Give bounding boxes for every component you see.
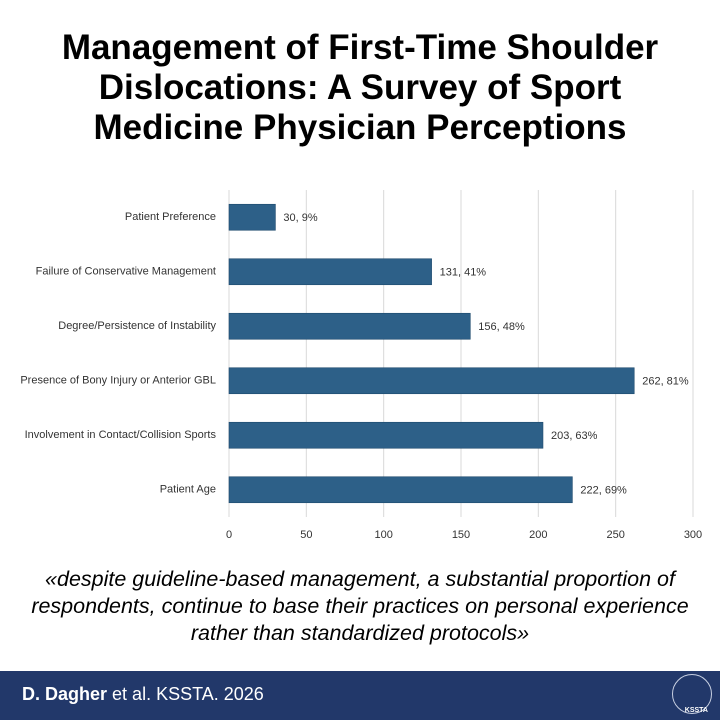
author: D. Dagher: [22, 684, 108, 704]
x-tick-label: 200: [529, 529, 547, 541]
bar: [228, 476, 573, 504]
bar: [228, 203, 276, 231]
value-label: 156, 48%: [478, 321, 525, 333]
y-tick-label: Involvement in Contact/Collision Sports: [25, 429, 217, 441]
y-tick-label: Patient Preference: [125, 211, 216, 223]
y-tick-label: Patient Age: [160, 484, 216, 496]
value-label: 203, 63%: [551, 430, 598, 442]
x-tick-label: 100: [374, 529, 392, 541]
x-tick-label: 50: [300, 529, 312, 541]
bar: [228, 312, 471, 340]
x-tick-label: 150: [452, 529, 470, 541]
bar: [228, 367, 635, 395]
chart: 0 50 100 150 200 250 300 Patient Preference 30, …: [20, 190, 702, 541]
logo-text: KSSTA: [684, 707, 708, 714]
value-label: 222, 69%: [580, 485, 627, 497]
y-tick-label: Failure of Conservative Management: [36, 266, 216, 278]
logo: [672, 674, 712, 714]
citation: D. Dagher et al. KSSTA. 2026: [22, 684, 264, 705]
citation-text: et al. KSSTA. 2026: [112, 684, 264, 704]
x-tick-label: 0: [226, 529, 232, 541]
bar: [228, 421, 544, 449]
title: Management of First-Time Shoulder Disloc…: [61, 28, 659, 147]
value-label: 131, 41%: [440, 267, 487, 279]
bar: [228, 258, 432, 286]
quote: «despite guideline-based management, a s…: [31, 567, 689, 645]
x-tick-label: 300: [684, 529, 702, 541]
footer: D. Dagher et al. KSSTA. 2026 KSSTA: [0, 671, 720, 720]
x-tick-label: 250: [606, 529, 624, 541]
value-label: 262, 81%: [642, 376, 689, 388]
y-tick-label: Degree/Persistence of Instability: [58, 320, 216, 332]
y-tick-label: Presence of Bony Injury or Anterior GBL: [20, 375, 216, 387]
value-label: 30, 9%: [283, 212, 317, 224]
